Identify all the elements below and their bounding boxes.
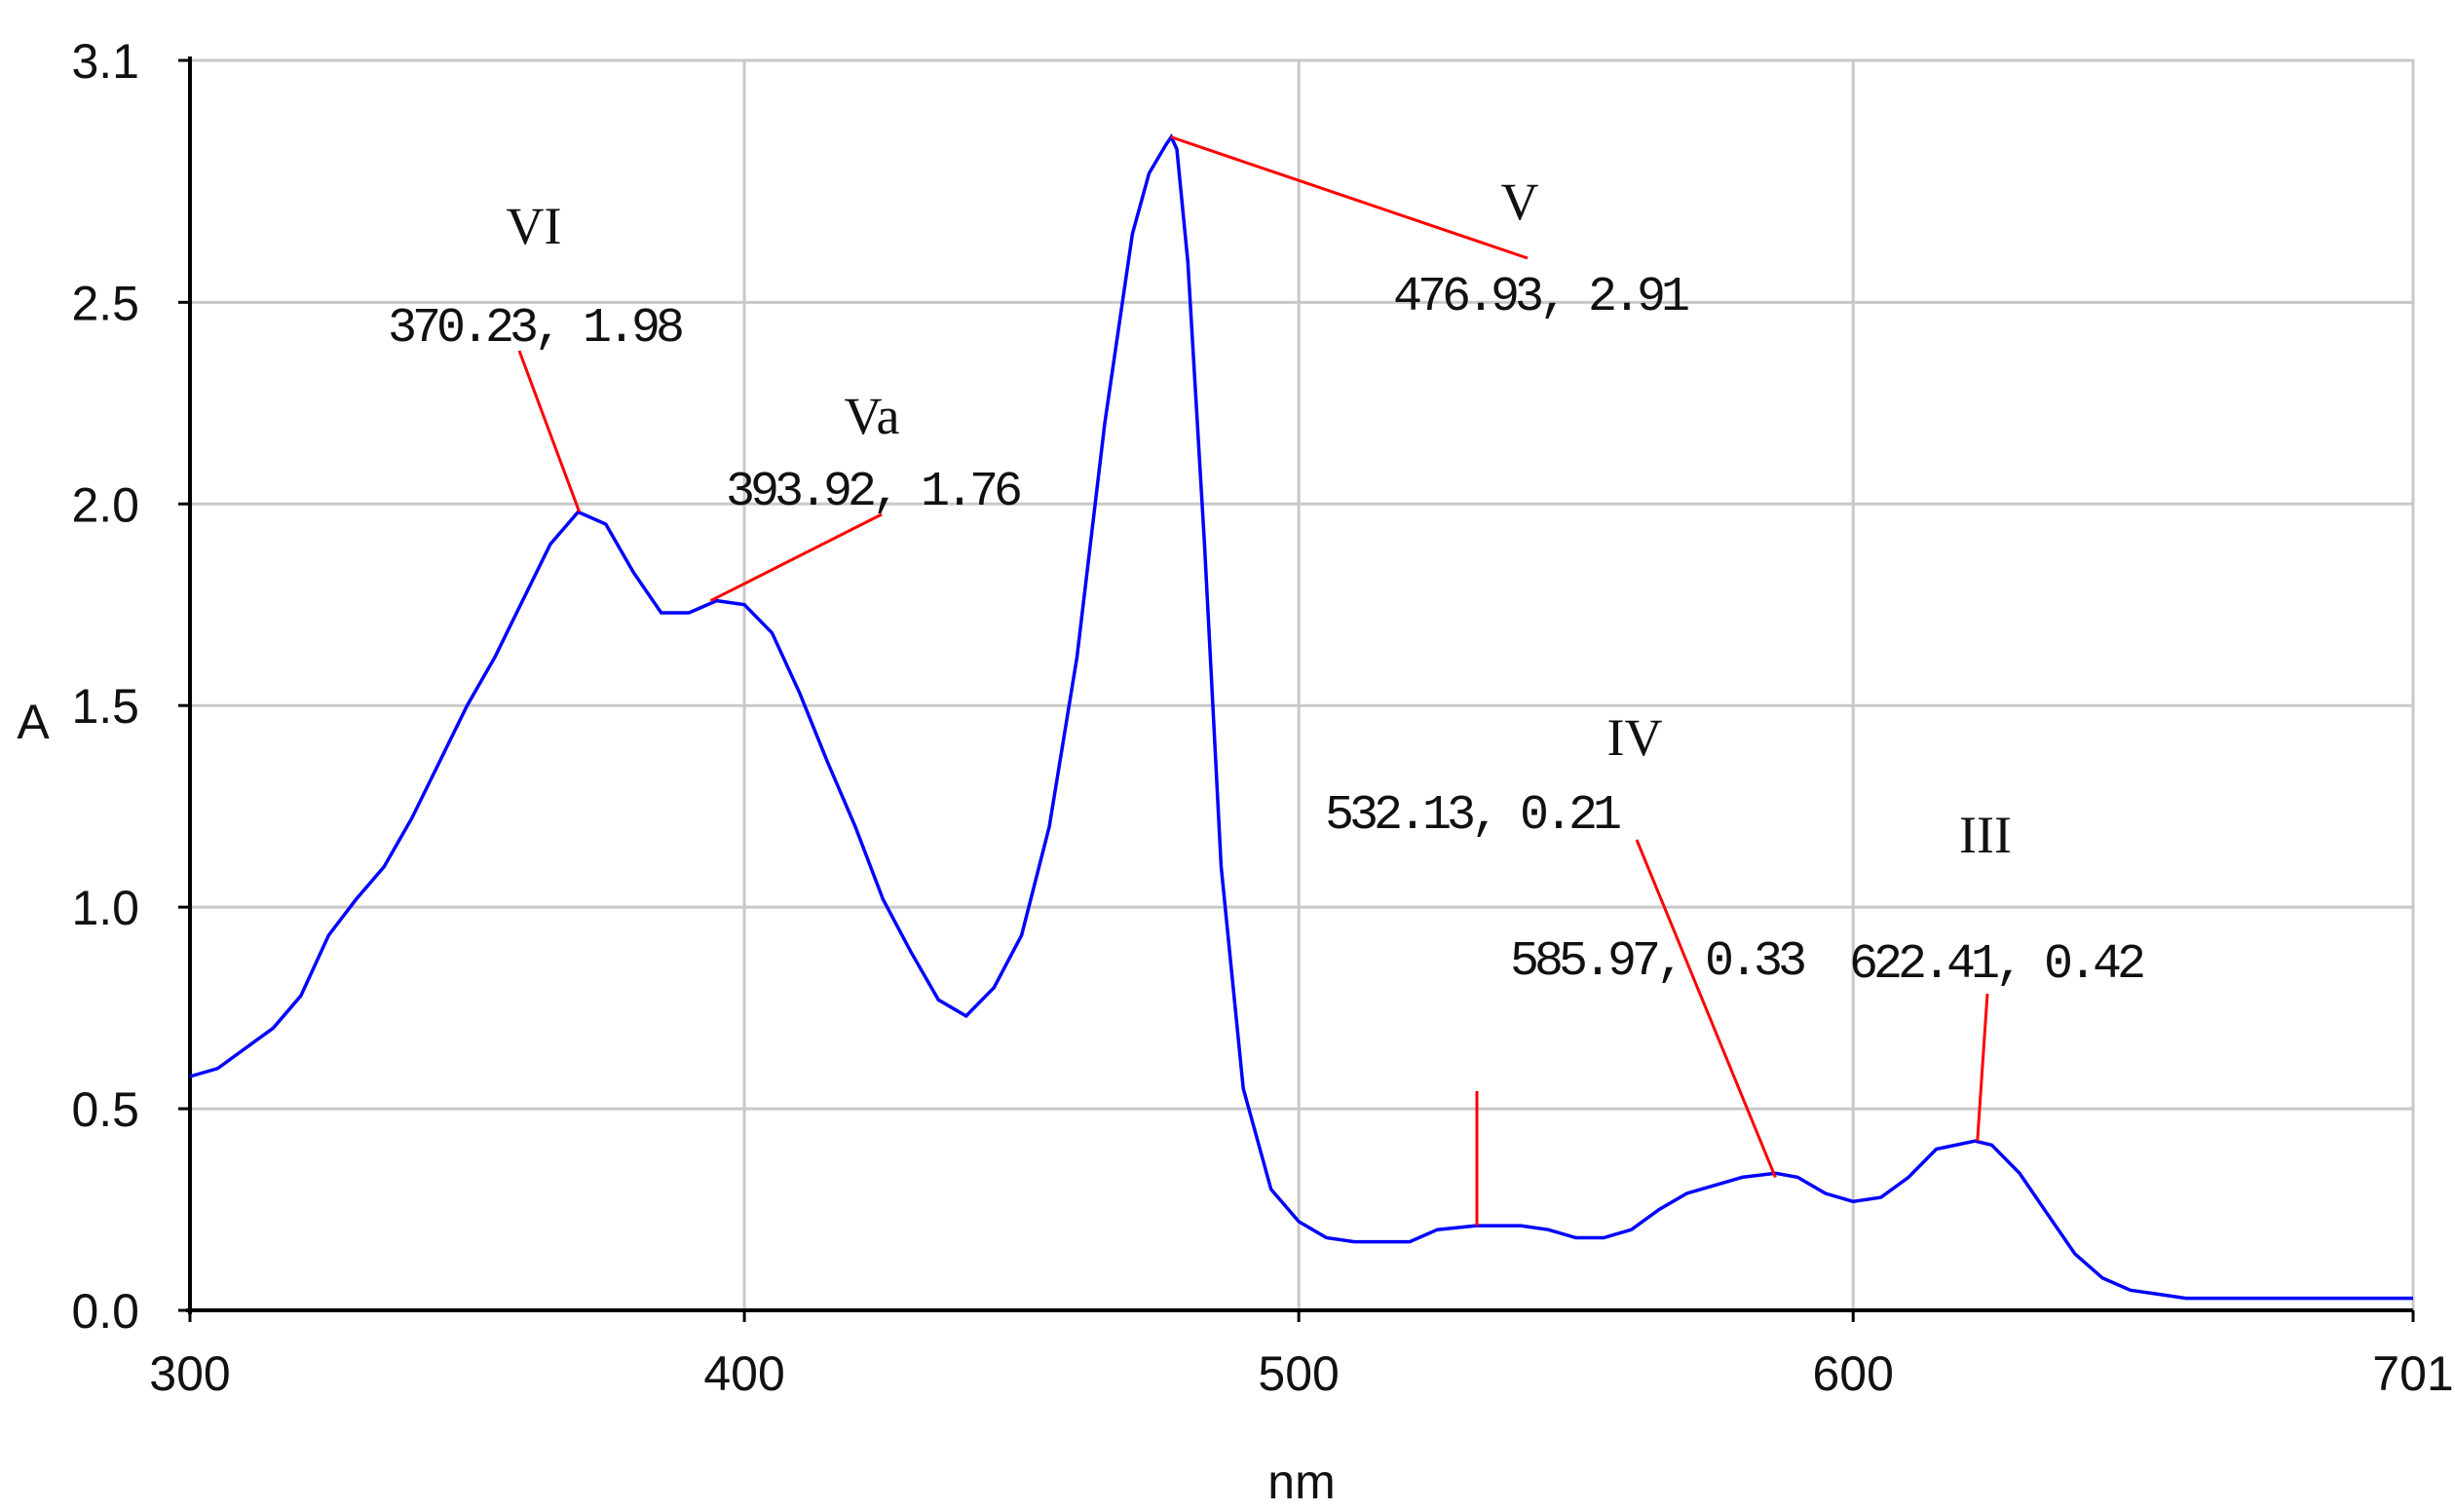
- peak-annotation: 532.13, 0.21: [1325, 788, 1625, 1227]
- plot-area: [188, 58, 2415, 1312]
- annotation-value-label: 370.23, 1.98: [388, 301, 682, 357]
- annotation-value-label: 476.93, 2.91: [1393, 270, 1688, 325]
- y-tick-label: 2.5: [71, 276, 139, 330]
- annotation-leader-line: [1170, 135, 1529, 260]
- peak-annotation: VI 370.23, 1.98: [388, 197, 687, 513]
- x-tick-label: 300: [149, 1346, 230, 1401]
- annotation-band-label: V: [1501, 172, 1539, 231]
- x-tick-label: 701: [2372, 1346, 2453, 1401]
- annotation-value-label: 622.41, 0.42: [1849, 937, 2143, 993]
- annotation-band-label: VI: [507, 197, 562, 255]
- peak-annotation: III 622.41, 0.42: [1849, 806, 2148, 1142]
- annotation-value-label: 393.92, 1.76: [726, 465, 1020, 520]
- axes: [178, 57, 2415, 1322]
- x-tick-label: 400: [703, 1346, 784, 1401]
- x-axis-label: nm: [1267, 1455, 1335, 1509]
- y-tick-label: 3.1: [71, 34, 139, 89]
- y-tick-label: 1.5: [71, 679, 139, 734]
- y-axis-label: A: [17, 695, 50, 749]
- tick-labels: 300 400 500 600 701 0.0 0.5 1.0 1.5 2.0 2.5 3.1: [71, 34, 2453, 1401]
- peak-annotations: VI 370.23, 1.98 Va 393.92, 1.76 V 476.93, 2.9…: [388, 135, 2148, 1227]
- annotation-leader-line: [517, 350, 582, 513]
- peak-annotation: Va 393.92, 1.76: [709, 387, 1025, 602]
- absorbance-series-line: [189, 133, 2413, 1301]
- annotation-leader-line: [1635, 839, 1777, 1178]
- x-tick-label: 600: [1813, 1346, 1894, 1401]
- peak-annotation: V 476.93, 2.91: [1170, 135, 1693, 325]
- annotation-leader-line: [1976, 993, 1989, 1142]
- grid-lines: [190, 60, 2413, 1310]
- x-tick-label: 500: [1258, 1346, 1339, 1401]
- y-tick-label: 2.0: [71, 477, 139, 532]
- annotation-value-label: 532.13, 0.21: [1325, 788, 1620, 844]
- annotation-band-label: Va: [845, 387, 900, 445]
- y-tick-label: 0.0: [71, 1284, 139, 1339]
- peak-annotation: IV 585.97, 0.33: [1510, 708, 1809, 1178]
- annotation-band-label: III: [1959, 806, 2012, 864]
- annotation-value-label: 585.97, 0.33: [1510, 934, 1804, 990]
- annotation-band-label: IV: [1607, 708, 1663, 767]
- annotation-leader-line: [709, 512, 883, 602]
- y-tick-label: 1.0: [71, 881, 139, 935]
- y-tick-label: 0.5: [71, 1082, 139, 1137]
